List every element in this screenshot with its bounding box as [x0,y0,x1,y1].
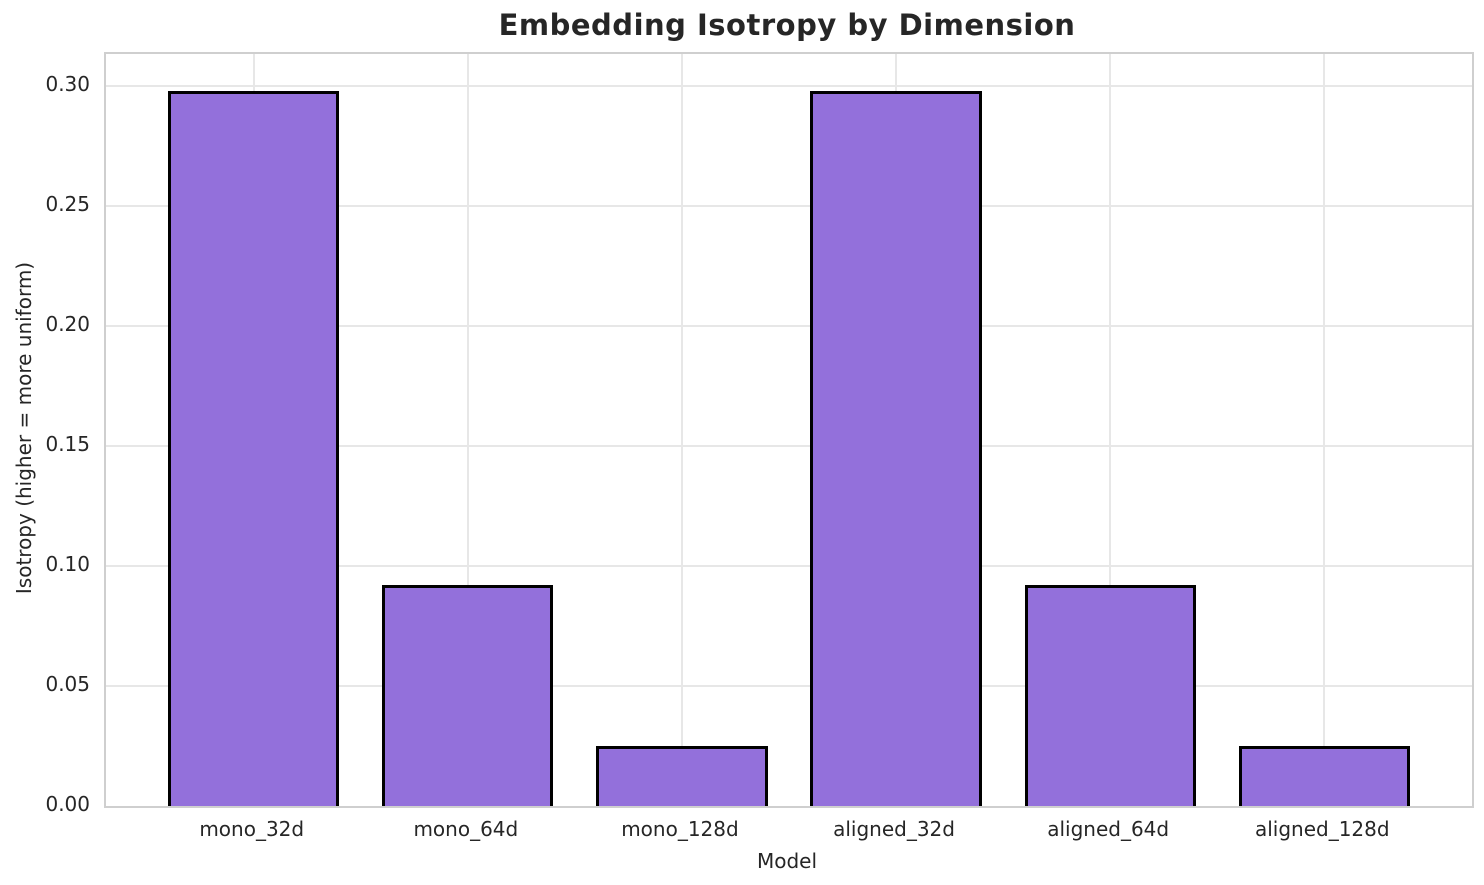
y-tick-label-0.10: 0.10 [45,551,90,576]
y-tick-label-0.00: 0.00 [45,792,90,816]
x-tick-label-aligned_64d: aligned_64d [1047,817,1170,841]
bar-aligned_32d [810,90,982,806]
bar-mono_32d [168,90,340,806]
y-tick-label-0.20: 0.20 [45,311,90,336]
bar-aligned_128d [1238,746,1410,806]
y-tick-label-0.15: 0.15 [45,431,90,456]
gridline-vertical [680,54,683,806]
x-tick-label-aligned_128d: aligned_128d [1254,817,1390,841]
gridline-horizontal [106,684,1472,687]
y-tick-label-0.25: 0.25 [45,191,90,216]
y-axis-label: Isotropy (higher = more uniform) [12,261,36,595]
gridline-horizontal [106,564,1472,567]
bar-mono_128d [596,746,768,806]
gridline-vertical [1323,54,1326,806]
gridline-horizontal [106,204,1472,207]
gridline-vertical [1109,54,1112,806]
bar-aligned_64d [1024,585,1196,806]
y-tick-label-0.30: 0.30 [45,71,90,96]
chart-title: Embedding Isotropy by Dimension [498,8,1076,42]
gridline-horizontal [106,84,1472,87]
x-tick-label-mono_64d: mono_64d [413,817,519,841]
bar-mono_64d [382,585,554,806]
x-axis-label: Model [756,849,818,873]
x-tick-label-mono_128d: mono_128d [621,817,739,841]
y-tick-label-0.05: 0.05 [45,671,90,696]
gridline-horizontal [106,324,1472,327]
gridline-vertical [466,54,469,806]
x-tick-label-mono_32d: mono_32d [199,817,305,841]
x-tick-label-aligned_32d: aligned_32d [833,817,955,841]
gridline-horizontal [106,444,1472,447]
plot-area [104,52,1474,808]
